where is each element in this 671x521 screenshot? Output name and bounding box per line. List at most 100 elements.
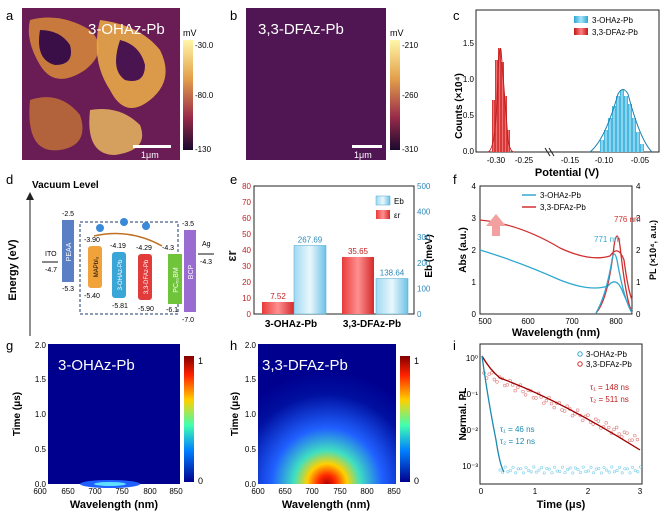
x-tick: 750 [333,487,347,496]
x-tick: 850 [169,487,183,496]
scatter-point [562,409,567,413]
legend-swatch [574,28,588,35]
y-tick: 0.5 [35,445,47,454]
pl-red [595,235,633,314]
level-value: -2.5 [62,211,74,218]
panel-d: d Vacuum Level Energy (eV) ITO -4.7 PEAA… [6,172,214,336]
fit-red [481,355,641,451]
legend-label: 3,3-DFAz-Pb [592,28,638,37]
dfaz-band [138,254,152,300]
scatter-point [521,471,525,475]
x-category: 3,3-DFAz-Pb [343,319,401,330]
y-tick: 80 [242,182,251,191]
level-value: -5.90 [138,306,154,313]
y-tick: 0.5 [245,445,257,454]
abs-red [479,219,633,301]
scatter-point [544,398,549,403]
panel-letter: e [230,172,237,187]
scatter-point [501,470,505,474]
panel-letter: h [230,338,237,353]
legend-marker [577,361,583,367]
scatter-point [490,370,494,375]
legend-label: 3-OHAz-Pb [586,350,627,359]
x-tick: -0.10 [595,156,614,165]
y-tick: 20 [242,278,251,287]
scatter-point [558,469,562,473]
colorbar-unit: mV [183,28,197,38]
level-value: -4.7 [45,267,57,274]
electron-icon [120,218,128,226]
scatter-point [623,467,627,471]
ohaz-band [112,252,126,298]
scatter-point [612,427,616,432]
pcbm-band [168,254,182,304]
bar-eb [375,278,409,315]
scatter-point [586,469,590,473]
arrow-up-icon [486,214,506,236]
y-tick: 2 [472,246,477,255]
y-tick: 0 [472,310,477,319]
scatter-point [498,468,502,472]
plot-frame [253,185,415,315]
scatter-point [534,396,538,400]
scatter-point [545,466,549,470]
y-axis-label: Normal. PL [458,388,469,441]
y-tick: 0.0 [463,147,475,156]
scatter-point [521,389,525,394]
x-tick: -0.15 [561,156,580,165]
legend-marker [577,351,583,357]
scatter-point [527,468,531,472]
x-axis-label: Wavelength (nm) [70,499,159,511]
scatter-point [610,465,614,469]
y-tick: 10⁻² [462,426,478,435]
y-tick: 1.0 [245,410,257,419]
bar-group: 7.52 267.69 35.65 138.64 [262,235,409,315]
x-tick: 1 [533,487,538,496]
cb-tick: -130 [195,145,212,154]
peak-label-blue: 771 nm [594,235,621,244]
y-tick: 0.0 [245,480,257,489]
scatter-point [573,466,577,470]
scatter-point [615,469,619,473]
y-tick: 60 [242,214,251,223]
y-tick: 500 [417,182,431,191]
scatter-point [519,467,523,471]
cb-label: 1 [414,356,419,366]
scale-bar [352,145,382,148]
scatter-point [581,418,585,423]
colorbar-a [183,40,193,150]
layer-name: ITO [45,251,57,258]
panel-letter: b [230,8,237,23]
pl-blue [595,253,633,314]
legend-label: εr [394,211,401,220]
scatter-point [555,469,559,473]
scatter-point [633,469,637,473]
colorbar-b [390,40,400,150]
x-tick: 650 [61,487,75,496]
legend-swatch [574,16,588,23]
y-tick: 1.5 [463,39,475,48]
x-tick: -0.30 [487,156,506,165]
legend-label: Eb [394,197,404,206]
x-tick: -0.25 [515,156,534,165]
cb-label: 0 [414,476,419,486]
mapbi3-band [88,246,102,288]
y-axis-label: Time (μs) [230,392,241,436]
data-label-eb: 138.64 [380,269,405,278]
panel-letter: g [6,338,13,353]
scatter-point [563,470,567,474]
y-tick: 1.5 [245,375,257,384]
scatter-point [631,465,635,469]
panel-letter: c [453,8,460,23]
colorbar-g [184,356,194,482]
scatter-point [542,471,546,475]
scatter-point [529,470,533,474]
scatter-point [586,413,590,417]
y-tick: 70 [242,198,251,207]
layer-name: BCP [188,264,195,279]
fit-red [487,48,515,153]
scatter-point [537,468,541,472]
level-value: -4.19 [110,243,126,250]
level-value: -5.81 [112,303,128,310]
